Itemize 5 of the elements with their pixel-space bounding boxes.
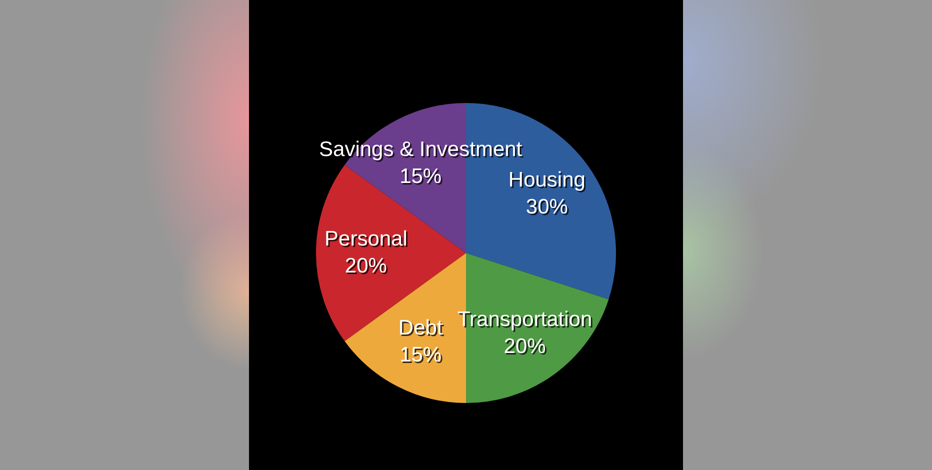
data-label: 30% (527, 196, 570, 220)
data-label: 20% (505, 336, 548, 360)
data-label: 20% (346, 256, 388, 279)
data-label: 15% (401, 344, 444, 368)
data-label: 15% (401, 166, 444, 190)
